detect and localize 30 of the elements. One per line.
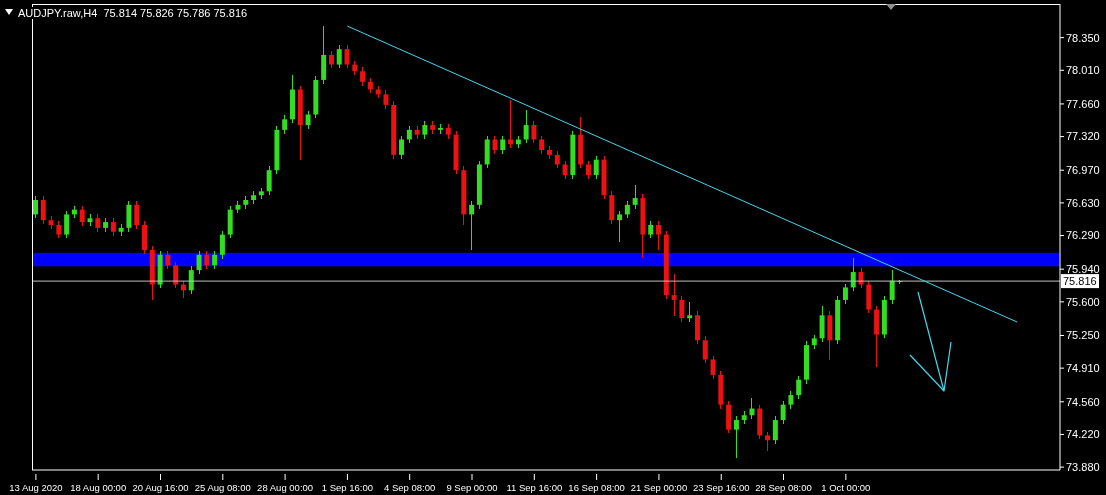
x-tick-label: 21 Sep 00:00 [630, 482, 688, 493]
y-tick-label: 77.320 [1066, 130, 1100, 143]
x-tick-label: 18 Aug 00:00 [70, 482, 127, 493]
y-tick-label: 76.630 [1066, 196, 1100, 209]
y-tick-label: 75.250 [1066, 329, 1100, 342]
x-tick-label: 4 Sep 08:00 [384, 482, 436, 493]
x-tick-label: 25 Aug 08:00 [194, 482, 251, 493]
y-tick-label: 74.220 [1066, 428, 1100, 441]
y-tick-label: 74.910 [1066, 362, 1100, 375]
y-tick-label: 75.600 [1066, 295, 1100, 308]
x-tick-label: 1 Sep 16:00 [321, 482, 374, 493]
x-tick-label: 11 Sep 16:00 [506, 482, 563, 493]
y-tick-label: 76.970 [1066, 164, 1100, 177]
x-tick-label: 16 Sep 08:00 [568, 482, 625, 493]
y-tick-label: 78.350 [1066, 31, 1100, 44]
y-tick-label: 77.660 [1066, 97, 1100, 110]
x-tick-label: 9 Sep 00:00 [446, 482, 498, 493]
chart-title: AUDJPY.raw,H4 75.814 75.826 75.786 75.816 [18, 7, 248, 19]
y-tick-label: 73.880 [1066, 461, 1100, 474]
x-tick-label: 1 Oct 00:00 [821, 482, 871, 493]
y-tick-label: 74.560 [1066, 395, 1100, 408]
ref-line-label: 75.816 [1063, 275, 1097, 288]
x-tick-label: 28 Sep 08:00 [755, 482, 812, 493]
y-tick-label: 76.290 [1066, 229, 1100, 242]
x-tick-label: 23 Sep 16:00 [692, 482, 750, 493]
y-tick-label: 78.010 [1066, 64, 1100, 77]
x-tick-label: 28 Aug 00:00 [257, 482, 314, 493]
x-tick-label: 20 Aug 16:00 [132, 482, 189, 493]
x-tick-label: 13 Aug 2020 [9, 482, 63, 493]
y-tick-label: 75.940 [1066, 263, 1100, 276]
